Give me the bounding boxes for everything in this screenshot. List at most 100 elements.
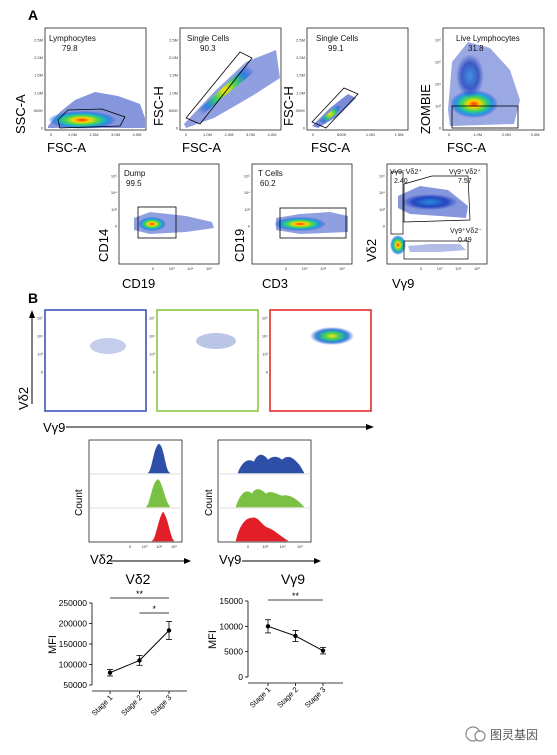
gate-label-pos-neg: Vγ9⁺Vδ2⁻ [450, 227, 482, 235]
gate-outline [57, 108, 126, 129]
row2-2-y-tick-label: 10³ [379, 207, 385, 212]
b-0-y-tick-label: 0 [41, 370, 44, 375]
row2-0-x-tick-label: 0 [152, 266, 155, 271]
b-2-y-tick-label: 10⁴ [262, 334, 268, 339]
hist-stage3 [151, 511, 175, 542]
gate-outline [137, 206, 177, 239]
density-core [390, 235, 406, 255]
b-0-y-tick-label: 10³ [37, 352, 43, 357]
x-axis-label: FSC-A [47, 140, 86, 155]
x-axis-label: FSC-A [447, 140, 486, 155]
x-axis-label: Vγ9 [392, 276, 414, 291]
chart-series-line [109, 630, 170, 674]
hist-y-label: Count [204, 489, 215, 516]
hist-r-x-tick-label: 0 [247, 544, 250, 549]
row1-0-y-tick-label: 2.0M [34, 55, 43, 60]
row1-1-y-tick-label: 1.5M [169, 73, 178, 78]
chart-significance-label: * [152, 604, 156, 614]
row2-1-y-tick-label: 0 [248, 224, 251, 229]
hist-stage2 [145, 479, 171, 508]
row1-3-y-tick-label: 10⁵ [435, 60, 441, 65]
chart-data-point [265, 624, 271, 629]
row2-2-x-tick-label: 10³ [437, 266, 443, 271]
hist-l-x-tick-label: 10⁴ [156, 544, 162, 549]
chart-y-tick-label: 250000 [59, 598, 88, 608]
density-core [138, 217, 166, 231]
scatter-vg9-vd2: Vγ9⁻Vδ2⁺ 2.40 Vγ9⁺Vδ2⁺ 7.57 Vγ9⁺Vδ2⁻ 0.4… [364, 163, 488, 291]
hist-l-x-tick-label: 10³ [142, 544, 148, 549]
hist-vg9: Count Vγ9 [204, 439, 321, 567]
b-1-y-tick-label: 10⁴ [149, 334, 155, 339]
chart-y-tick-label: 0 [238, 672, 243, 682]
plot-frame [306, 27, 409, 131]
row2-1-y-tick-label: 10⁵ [244, 174, 250, 179]
row2-2-x-tick-label: 10⁵ [474, 266, 480, 271]
row1-2-x-tick-label: 1.5M [395, 132, 404, 137]
row1-3-y-tick-label: 10⁴ [435, 82, 441, 87]
b-scatter-stage3-frame [269, 309, 372, 412]
row1-3-y-tick-label: 10⁶ [435, 38, 441, 43]
row2-0-y-tick-label: 10⁵ [111, 174, 117, 179]
gate-label-pos-pos: Vγ9⁺Vδ2⁺ [449, 168, 481, 176]
b-2-y-tick-label: 10³ [262, 352, 268, 357]
row1-1-x-tick-label: 3.0M [246, 132, 255, 137]
chart-data-point [293, 633, 298, 639]
row2-2-y-tick-label: 10⁵ [379, 174, 385, 179]
b-0-y-tick-label: 10⁴ [37, 334, 43, 339]
b-scatter-group: Vδ2 Vγ9 [16, 309, 374, 435]
gate-value: 99.1 [328, 44, 344, 53]
gate-value-pos-neg: 0.49 [458, 237, 472, 244]
gate-neg-pos [390, 171, 404, 235]
row1-0-x-tick-label: 0 [50, 132, 53, 137]
gate-label: Dump [124, 169, 146, 178]
hist-x-arrowhead [314, 558, 321, 564]
y-axis-label: ZOMBIE [418, 84, 433, 134]
gate-pos-pos [403, 175, 471, 223]
scatter-tail [408, 244, 466, 252]
row1-2-y-tick-label: 1.0M [296, 90, 305, 95]
hist-stage1 [237, 454, 305, 474]
scatter-t-cells: T Cells 60.2 CD3 CD19 [232, 163, 353, 291]
b-scatter-stage1-frame [44, 309, 147, 412]
row1-2-y-tick-label: 0 [303, 126, 306, 131]
chart-data-point [137, 658, 142, 663]
row1-3-x-tick-label: 2.0M [502, 132, 511, 137]
row1-2-y-tick-label: 2.5M [296, 38, 305, 43]
density-secondary [456, 54, 484, 98]
mfi-chart-vg9: Vγ9 MFI 0 5000 10000 15000 Stage 1 Stage 2 Stage… [207, 571, 343, 710]
b-1-y-tick-label: 10³ [149, 352, 155, 357]
row1-2-x-tick-label: 500K [337, 132, 347, 137]
gate-outline [311, 87, 359, 129]
row1-1-x-tick-label: 1.0M [203, 132, 212, 137]
row2-2-x-tick-label: 10⁴ [455, 266, 461, 271]
b-x-arrowhead [366, 424, 374, 430]
chart-x-tick-label: Stage 3 [303, 685, 328, 710]
row1-0-x-tick-label: 2.0M [90, 132, 99, 137]
chart-significance-label: ** [136, 589, 144, 599]
row2-0-x-tick-label: 10³ [169, 266, 175, 271]
hist-r-x-tick-label: 10⁵ [297, 544, 303, 549]
hist-x-label: Vδ2 [90, 552, 113, 567]
gate-value: 60.2 [260, 179, 276, 188]
chart-x-tick-label: Stage 2 [119, 693, 144, 718]
density-core [450, 90, 498, 118]
b-2-y-tick-label: 10⁵ [262, 316, 268, 321]
hist-l-x-tick-label: 0 [129, 544, 132, 549]
y-axis-label: FSC-H [281, 86, 296, 126]
hist-l-x-tick-label: 10⁵ [171, 544, 177, 549]
chart-y-tick-label: 200000 [59, 619, 88, 629]
row1-0-y-tick-label: 0 [41, 126, 44, 131]
watermark-text: 图灵基因 [490, 728, 538, 742]
gate-value-neg-pos: 2.40 [394, 178, 408, 185]
density-core [48, 111, 116, 129]
scatter-live-lymphocytes: Live Lymphocytes 31.8 FSC-A ZOMBIE [418, 27, 545, 155]
row2-0-y-tick-label: 10⁴ [111, 190, 117, 195]
gate-label: T Cells [258, 169, 283, 178]
hist-x-arrowhead [184, 558, 191, 564]
row1-0-y-tick-label: 1.0M [34, 90, 43, 95]
row1-1-y-tick-label: 500K [169, 108, 179, 113]
b-scatter-stage2-frame [156, 309, 259, 412]
b-1-y-tick-label: 0 [153, 370, 156, 375]
chart-x-tick-label: Stage 3 [149, 693, 174, 718]
row1-1-y-tick-label: 2.5M [169, 38, 178, 43]
